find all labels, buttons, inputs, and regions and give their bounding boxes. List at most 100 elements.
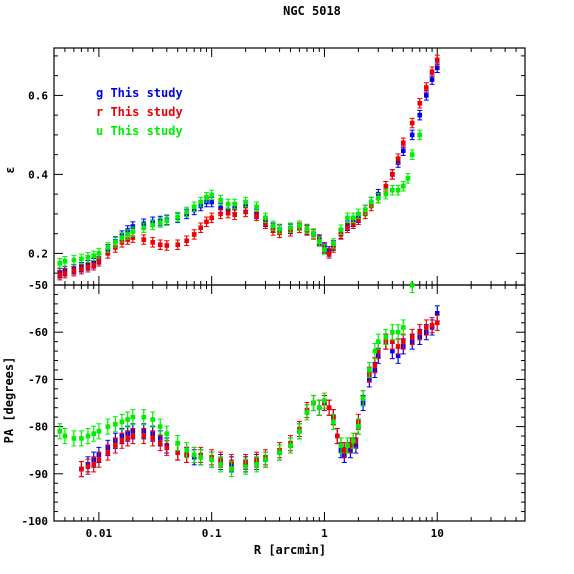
data-point-u	[345, 215, 350, 221]
data-point-r	[434, 320, 440, 326]
legend-entry-g: g This study	[96, 86, 183, 100]
data-point-u	[277, 450, 282, 455]
data-point-u	[57, 429, 63, 434]
data-point-r	[434, 57, 440, 63]
bottom-panel-ticks: -100 -90 -80 -70 -60 -50	[22, 279, 526, 528]
x-tick-labels: 0.01 0.1 1 10	[86, 527, 444, 540]
bottom-panel: -100 -90 -80 -70 -60 -50 PA [degrees]	[2, 279, 526, 528]
data-point-r	[417, 329, 423, 335]
data-point-u	[164, 431, 170, 436]
data-point-u	[85, 255, 91, 260]
data-point-u	[288, 443, 293, 448]
y-tick-label: -60	[28, 326, 48, 339]
data-point-r	[417, 101, 423, 106]
data-point-g	[434, 311, 440, 316]
data-point-u	[119, 235, 125, 240]
data-point-r	[409, 120, 415, 126]
top-panel-frame	[53, 47, 526, 286]
data-point-r	[390, 172, 395, 177]
data-point-r	[372, 362, 378, 368]
data-point-u	[360, 395, 366, 401]
data-point-u	[263, 457, 268, 462]
data-point-u	[350, 438, 356, 444]
data-point-r	[350, 221, 356, 227]
data-point-u	[338, 443, 344, 448]
data-point-r	[353, 438, 359, 444]
data-point-u	[400, 183, 406, 189]
data-point-u	[409, 152, 415, 157]
data-point-u	[141, 414, 147, 420]
data-point-r	[225, 210, 231, 216]
data-point-u	[368, 199, 374, 205]
data-point-u	[198, 199, 204, 205]
data-point-u	[96, 251, 102, 256]
data-point-u	[184, 447, 189, 453]
data-point-r	[150, 240, 155, 245]
legend-entry-u: u This study	[96, 124, 183, 138]
data-point-u	[150, 222, 155, 228]
data-point-u	[79, 256, 84, 262]
x-tick-label: 10	[431, 527, 444, 540]
data-point-u	[204, 195, 209, 200]
chart-title: NGC 5018	[283, 4, 341, 18]
data-point-u	[390, 187, 395, 193]
data-point-r	[113, 443, 118, 448]
data-point-u	[263, 215, 268, 221]
data-point-u	[91, 253, 97, 259]
data-point-u	[79, 436, 84, 441]
data-point-u	[119, 419, 125, 425]
data-point-u	[243, 464, 248, 470]
data-point-r	[409, 334, 415, 340]
data-point-u	[85, 433, 91, 439]
data-point-r	[335, 433, 340, 439]
data-point-r	[356, 217, 361, 223]
data-point-u	[130, 229, 136, 234]
data-point-u	[62, 259, 68, 264]
data-point-u	[350, 215, 356, 221]
data-point-u	[164, 218, 170, 223]
data-point-r	[62, 270, 68, 276]
data-point-g	[424, 93, 429, 98]
bottom-panel-frame	[53, 284, 526, 522]
data-point-u	[304, 410, 310, 415]
data-point-g	[429, 77, 435, 82]
data-point-u	[311, 400, 316, 406]
data-point-g	[409, 132, 415, 138]
data-point-u	[71, 257, 77, 263]
data-point-u	[141, 225, 147, 231]
data-point-u	[270, 223, 276, 229]
position-angle-points	[57, 282, 440, 478]
data-point-r	[105, 251, 111, 256]
data-point-u	[209, 457, 214, 462]
data-point-u	[356, 424, 361, 429]
y-tick-label: -80	[28, 421, 48, 434]
data-point-r	[79, 266, 84, 272]
data-point-r	[263, 221, 268, 227]
data-point-g	[400, 148, 406, 153]
data-point-r	[429, 69, 435, 74]
data-point-u	[198, 454, 204, 460]
data-point-r	[424, 325, 429, 330]
data-point-u	[218, 462, 223, 467]
data-point-u	[362, 207, 368, 213]
data-point-u	[288, 225, 293, 231]
data-point-r	[390, 339, 395, 344]
data-point-r	[125, 436, 130, 441]
data-point-u	[191, 204, 197, 210]
data-point-r	[400, 339, 406, 344]
data-point-u	[390, 329, 395, 335]
data-point-u	[417, 132, 423, 138]
data-point-g	[390, 348, 395, 354]
top-panel-ticks: 0.2 0.4 0.6	[28, 48, 526, 285]
data-point-r	[254, 213, 259, 219]
y-tick-label: -100	[22, 515, 49, 528]
x-axis-label: R [arcmin]	[254, 543, 326, 557]
top-panel-ylabel: ε	[3, 166, 17, 173]
y-tick-label: -70	[28, 373, 48, 386]
data-point-r	[130, 235, 136, 240]
data-point-u	[57, 260, 63, 266]
legend-entry-r: r This study	[96, 105, 183, 119]
data-point-u	[113, 240, 118, 245]
ellipticity-points	[57, 54, 440, 281]
top-panel: 0.2 0.4 0.6 ε g This study r This study u …	[3, 47, 526, 286]
